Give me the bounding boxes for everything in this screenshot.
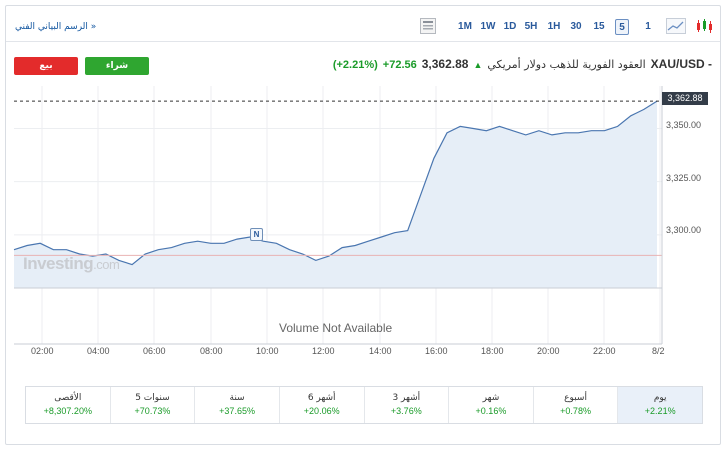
price-change: +72.56 bbox=[382, 59, 417, 71]
instrument-name: العقود الفورية للذهب دولار أمريكي bbox=[487, 58, 646, 71]
performance-value: +0.78% bbox=[560, 406, 591, 416]
technical-chart-link[interactable]: الرسم البياني الفني » bbox=[15, 22, 97, 32]
performance-label: 3 أشهر bbox=[392, 393, 421, 403]
timeframe-1[interactable]: 1 bbox=[645, 21, 651, 32]
timeframe-1w[interactable]: 1W bbox=[480, 21, 496, 32]
timeframe-30[interactable]: 30 bbox=[570, 21, 582, 32]
up-arrow-icon: ▲ bbox=[473, 60, 483, 70]
performance-cell[interactable]: الأقصى +8,307.20% bbox=[26, 387, 110, 423]
price-change-percent: (+2.21%) bbox=[332, 59, 378, 71]
chart-toolbar: الرسم البياني الفني » 1 5 15 30 1H 5H 1D… bbox=[6, 6, 720, 42]
chart-widget: الرسم البياني الفني » 1 5 15 30 1H 5H 1D… bbox=[5, 5, 721, 445]
performance-cell[interactable]: 5 سنوات +70.73% bbox=[109, 387, 195, 423]
performance-label: سنة bbox=[229, 393, 245, 403]
candlestick-chart-icon[interactable] bbox=[694, 18, 714, 34]
performance-value: +8,307.20% bbox=[43, 406, 92, 416]
performance-cell[interactable]: سنة +37.65% bbox=[194, 387, 279, 423]
performance-cell[interactable]: 6 أشهر +20.06% bbox=[278, 387, 364, 423]
performance-label: أسبوع bbox=[564, 393, 587, 403]
performance-label: 6 أشهر bbox=[307, 393, 336, 403]
performance-label: شهر bbox=[482, 393, 500, 403]
line-chart-icon[interactable] bbox=[666, 18, 686, 34]
performance-value: +70.73% bbox=[134, 406, 171, 416]
performance-cell[interactable]: شهر +0.16% bbox=[448, 387, 533, 423]
timeframe-1h[interactable]: 1H bbox=[547, 21, 561, 32]
performance-value: +20.06% bbox=[303, 406, 340, 416]
timeframe-15[interactable]: 15 bbox=[593, 21, 605, 32]
performance-value: +37.65% bbox=[219, 406, 255, 416]
instrument-quote: XAU/USD - العقود الفورية للذهب دولار أمر… bbox=[333, 57, 712, 71]
timeframe-5[interactable]: 5 bbox=[615, 19, 629, 35]
performance-value: +2.21% bbox=[644, 406, 676, 416]
performance-value: +3.76% bbox=[390, 406, 422, 416]
data-table-icon[interactable] bbox=[420, 18, 436, 34]
performance-cell[interactable]: يوم +2.21% bbox=[617, 387, 702, 423]
timeframe-5h[interactable]: 5H bbox=[524, 21, 538, 32]
instrument-symbol: XAU/USD - bbox=[650, 57, 712, 71]
buy-button[interactable]: شراء bbox=[85, 57, 149, 75]
performance-table: يوم +2.21% أسبوع +0.78% شهر +0.16% 3 أشه… bbox=[25, 386, 703, 424]
last-price: 3,362.88 bbox=[421, 57, 469, 71]
performance-value: +0.16% bbox=[475, 406, 507, 416]
news-marker[interactable]: N bbox=[250, 228, 263, 241]
timeframe-1m[interactable]: 1M bbox=[458, 21, 472, 32]
performance-cell[interactable]: 3 أشهر +3.76% bbox=[363, 387, 449, 423]
performance-label: يوم bbox=[653, 393, 667, 403]
timeframe-1d[interactable]: 1D bbox=[503, 21, 517, 32]
sell-button[interactable]: بيع bbox=[14, 57, 78, 75]
performance-label: الأقصى bbox=[54, 393, 82, 403]
performance-cell[interactable]: أسبوع +0.78% bbox=[532, 387, 618, 423]
performance-label: 5 سنوات bbox=[135, 393, 170, 403]
